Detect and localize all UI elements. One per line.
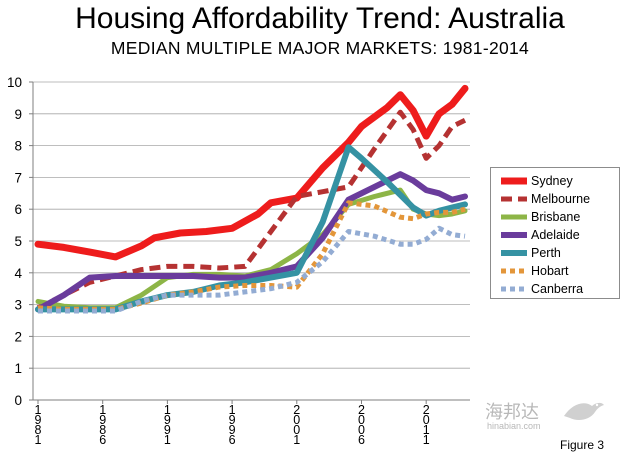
x-tick-labels: 1 9 8 1 1 9 8 6 1 9 9 1 1 9 9 6 2 0 0 1 2 0 0 6 2 0 1 1 bbox=[35, 403, 430, 447]
watermark-text: 海邦达 bbox=[485, 402, 539, 423]
watermark-url: hinabian.com bbox=[487, 421, 541, 431]
legend-item-perth: Perth bbox=[491, 245, 619, 261]
watermark-bird-icon bbox=[564, 402, 604, 420]
axes bbox=[29, 81, 470, 404]
y-tick-label: 2 bbox=[14, 329, 22, 344]
y-tick-label: 9 bbox=[14, 107, 22, 122]
legend-label: Melbourne bbox=[531, 192, 591, 206]
figure-label: Figure 3 bbox=[560, 438, 605, 452]
chart-legend: Sydney Melbourne Brisbane Adelaide Perth Hoba… bbox=[490, 167, 620, 299]
y-tick-label: 4 bbox=[14, 266, 22, 281]
legend-swatch bbox=[501, 196, 527, 202]
series-line-sydney bbox=[34, 84, 469, 261]
legend-label: Perth bbox=[531, 246, 561, 260]
legend-swatch bbox=[501, 214, 527, 220]
y-tick-label: 3 bbox=[14, 298, 22, 313]
legend-item-hobart: Hobart bbox=[491, 263, 619, 279]
y-tick-label: 5 bbox=[14, 234, 22, 249]
legend-swatch bbox=[501, 232, 527, 238]
y-tick-label: 0 bbox=[14, 393, 22, 408]
legend-item-canberra: Canberra bbox=[491, 281, 619, 297]
y-tick-label: 8 bbox=[14, 139, 22, 154]
legend-swatch bbox=[501, 268, 527, 274]
legend-swatch bbox=[501, 177, 527, 185]
y-tick-labels: 0 1 2 3 4 5 6 7 8 9 10 bbox=[7, 75, 23, 408]
y-tick-label: 7 bbox=[14, 170, 22, 185]
legend-label: Hobart bbox=[531, 264, 569, 278]
legend-item-melbourne: Melbourne bbox=[491, 191, 619, 207]
legend-item-sydney: Sydney bbox=[491, 173, 619, 189]
y-tick-label: 6 bbox=[14, 202, 22, 217]
legend-item-brisbane: Brisbane bbox=[491, 209, 619, 225]
legend-label: Adelaide bbox=[531, 228, 580, 242]
legend-label: Sydney bbox=[531, 174, 573, 188]
series-line-perth bbox=[35, 144, 468, 313]
legend-swatch bbox=[501, 286, 527, 292]
chart-title: Housing Affordability Trend: Australia bbox=[75, 2, 565, 35]
gridlines bbox=[33, 81, 470, 369]
y-tick-label: 10 bbox=[7, 75, 22, 90]
legend-label: Brisbane bbox=[531, 210, 581, 224]
series-line-adelaide bbox=[35, 171, 468, 313]
y-tick-label: 1 bbox=[14, 361, 22, 376]
legend-label: Canberra bbox=[531, 282, 584, 296]
legend-item-adelaide: Adelaide bbox=[491, 227, 619, 243]
series-line-canberra bbox=[38, 225, 466, 314]
chart-subtitle: MEDIAN MULTIPLE MAJOR MARKETS: 1981-2014 bbox=[110, 38, 530, 58]
legend-swatch bbox=[501, 250, 527, 256]
series-lines bbox=[34, 84, 469, 314]
